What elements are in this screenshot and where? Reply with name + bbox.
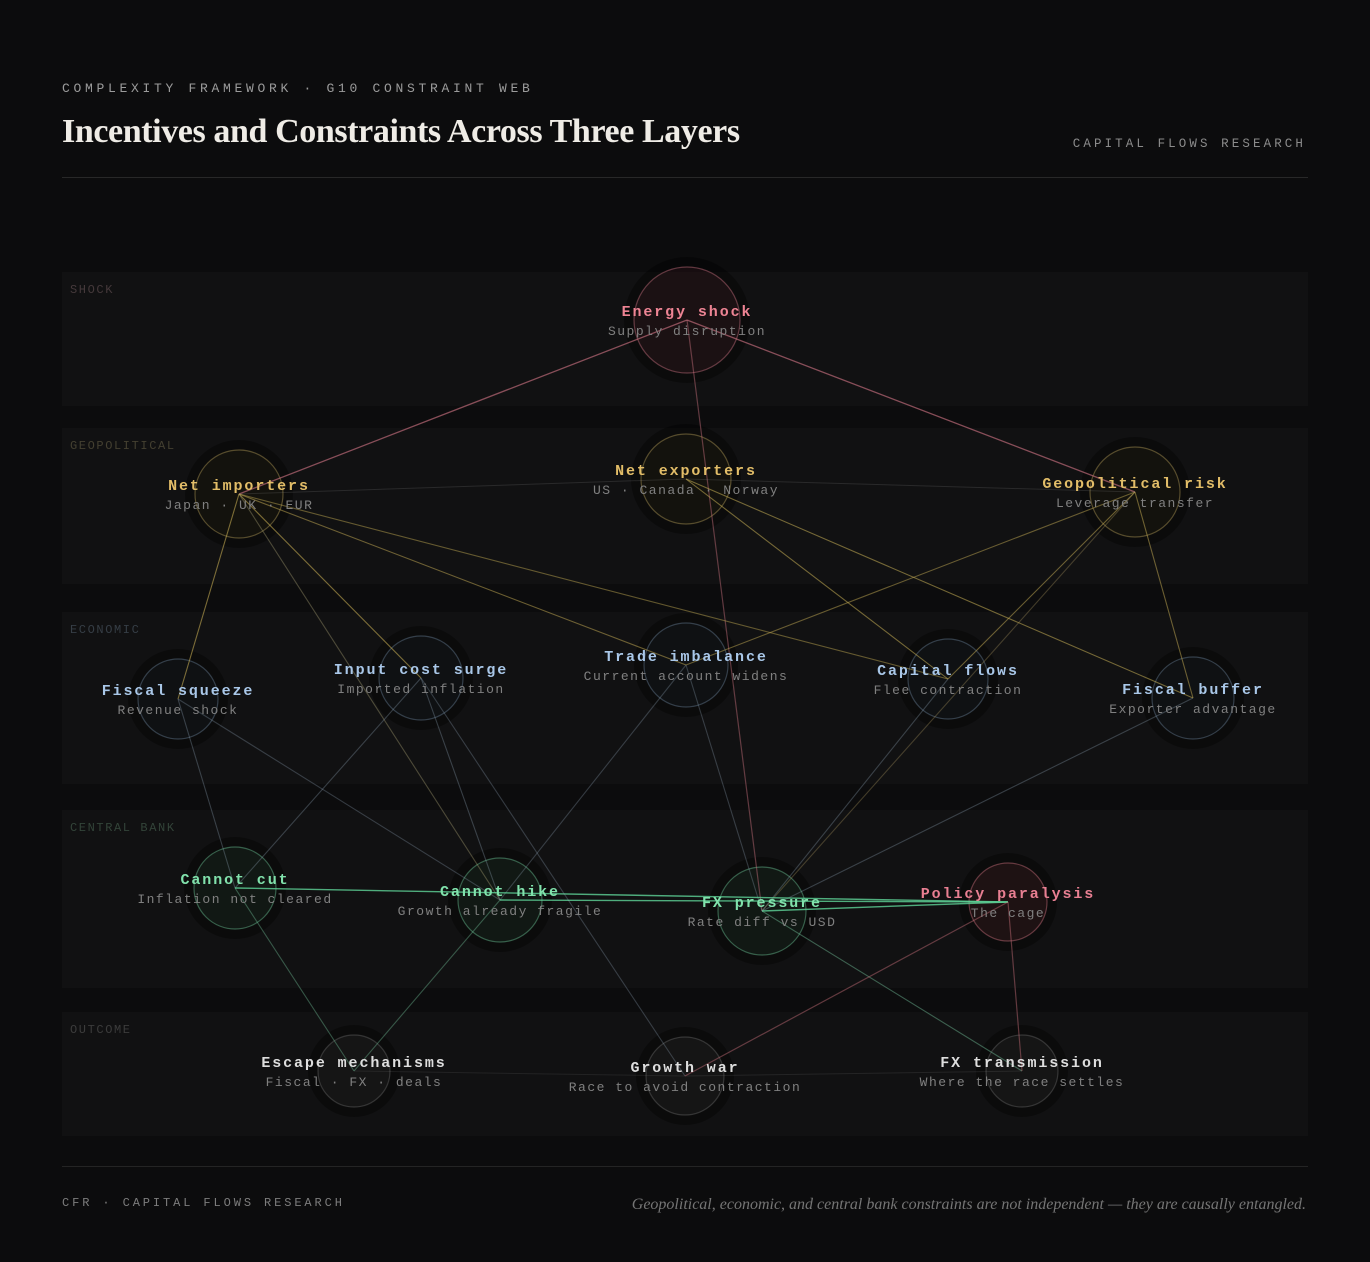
svg-text:Trade imbalance: Trade imbalance — [604, 649, 768, 666]
svg-text:ECONOMIC: ECONOMIC — [70, 623, 140, 637]
svg-text:Cannot hike: Cannot hike — [440, 884, 560, 901]
svg-text:Energy shock: Energy shock — [622, 304, 753, 321]
svg-text:CFR · CAPITAL FLOWS RESEARCH: CFR · CAPITAL FLOWS RESEARCH — [62, 1196, 345, 1210]
svg-text:Revenue shock: Revenue shock — [118, 703, 239, 718]
svg-text:Fiscal squeeze: Fiscal squeeze — [102, 683, 255, 700]
svg-text:OUTCOME: OUTCOME — [70, 1023, 132, 1037]
svg-text:Imported inflation: Imported inflation — [337, 682, 504, 697]
svg-text:COMPLEXITY FRAMEWORK · G10 CON: COMPLEXITY FRAMEWORK · G10 CONSTRAINT WE… — [62, 81, 534, 96]
svg-text:FX transmission: FX transmission — [940, 1055, 1104, 1072]
svg-text:Geopolitical, economic, and ce: Geopolitical, economic, and central bank… — [632, 1196, 1306, 1213]
svg-text:Flee contraction: Flee contraction — [874, 683, 1023, 698]
svg-text:Fiscal · FX · deals: Fiscal · FX · deals — [266, 1075, 443, 1090]
svg-text:Rate diff vs USD: Rate diff vs USD — [688, 915, 837, 930]
svg-text:Net importers: Net importers — [168, 478, 310, 495]
svg-text:Net exporters: Net exporters — [615, 463, 757, 480]
svg-text:Growth already fragile: Growth already fragile — [398, 904, 603, 919]
svg-text:Growth war: Growth war — [630, 1060, 739, 1077]
svg-text:Where the race settles: Where the race settles — [920, 1075, 1125, 1090]
svg-text:Exporter advantage: Exporter advantage — [1109, 702, 1276, 717]
svg-text:Geopolitical risk: Geopolitical risk — [1042, 476, 1227, 493]
svg-text:Current account widens: Current account widens — [584, 669, 789, 684]
svg-text:Leverage transfer: Leverage transfer — [1056, 496, 1214, 511]
svg-text:Fiscal buffer: Fiscal buffer — [1122, 682, 1264, 699]
svg-text:Incentives and Constraints Acr: Incentives and Constraints Across Three … — [62, 113, 740, 150]
svg-text:Cannot cut: Cannot cut — [180, 872, 289, 889]
svg-text:SHOCK: SHOCK — [70, 283, 114, 297]
svg-text:GEOPOLITICAL: GEOPOLITICAL — [70, 439, 176, 453]
svg-text:Input cost surge: Input cost surge — [334, 662, 508, 679]
svg-text:Capital flows: Capital flows — [877, 663, 1019, 680]
svg-text:CENTRAL BANK: CENTRAL BANK — [70, 821, 176, 835]
svg-text:Race to avoid contraction: Race to avoid contraction — [569, 1080, 802, 1095]
svg-text:Supply disruption: Supply disruption — [608, 324, 766, 339]
svg-text:Escape mechanisms: Escape mechanisms — [261, 1055, 446, 1072]
svg-text:Policy paralysis: Policy paralysis — [921, 886, 1095, 903]
svg-text:US · Canada · Norway: US · Canada · Norway — [593, 483, 779, 498]
svg-text:Japan · UK · EUR: Japan · UK · EUR — [165, 498, 314, 513]
svg-text:FX pressure: FX pressure — [702, 895, 822, 912]
svg-text:Inflation not cleared: Inflation not cleared — [137, 892, 332, 907]
svg-text:The cage: The cage — [971, 906, 1045, 921]
svg-text:CAPITAL FLOWS RESEARCH: CAPITAL FLOWS RESEARCH — [1073, 137, 1306, 151]
